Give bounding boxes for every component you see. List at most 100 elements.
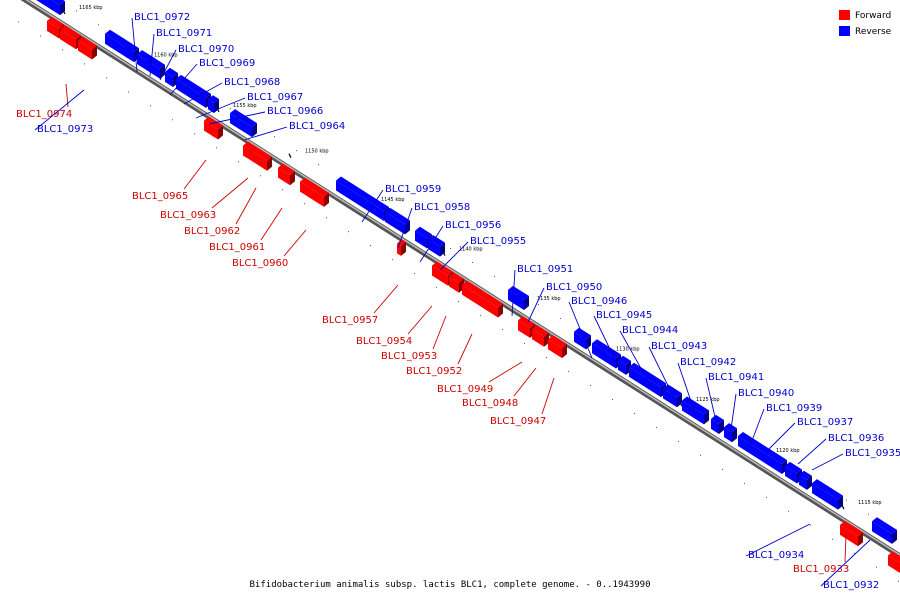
svg-text:BLC1_0969: BLC1_0969 <box>199 58 255 69</box>
legend: Forward Reverse <box>839 10 892 37</box>
svg-text:BLC1_0953: BLC1_0953 <box>381 351 437 362</box>
svg-text:BLC1_0957: BLC1_0957 <box>322 315 378 326</box>
grid-dot <box>810 524 811 526</box>
grid-dot <box>722 468 723 470</box>
svg-text:BLC1_0932: BLC1_0932 <box>823 580 879 591</box>
forward-gene <box>548 335 567 359</box>
scale-tick: 1150 kbp <box>288 149 329 158</box>
gene-label: BLC1_0960 <box>232 229 307 269</box>
tick-label: 1115 kbp <box>858 500 882 506</box>
reverse-gene <box>799 470 812 490</box>
reverse-swatch <box>839 26 850 36</box>
svg-text:BLC1_0950: BLC1_0950 <box>546 282 602 293</box>
scale-tick: 1115 kbp <box>841 500 882 510</box>
gene-label: BLC1_0965 <box>132 159 207 202</box>
svg-text:BLC1_0961: BLC1_0961 <box>209 242 265 253</box>
reverse-gene <box>146 55 165 79</box>
grid-dot <box>128 91 129 93</box>
figure-caption: Bifidobacterium animalis subsp. lactis B… <box>250 580 651 590</box>
svg-text:BLC1_0949: BLC1_0949 <box>437 384 493 395</box>
gene-label: BLC1_0949 <box>437 361 523 395</box>
grid-dot <box>480 315 481 317</box>
grid-dot <box>876 566 877 568</box>
forward-gene <box>300 177 329 207</box>
svg-text:BLC1_0958: BLC1_0958 <box>414 202 470 213</box>
forward-gene <box>249 145 272 171</box>
gene-label: BLC1_0966 <box>208 106 323 125</box>
grid-dot <box>788 510 789 512</box>
gene-label: BLC1_0951 <box>511 264 573 317</box>
grid-dot <box>172 119 173 121</box>
tick-label: 1165 kbp <box>79 5 103 11</box>
gene-label: BLC1_0956 <box>419 220 501 263</box>
grid-dot <box>216 147 217 149</box>
svg-text:BLC1_0948: BLC1_0948 <box>462 398 518 409</box>
grid-dot <box>106 77 107 79</box>
gene-label: BLC1_0947 <box>490 377 555 427</box>
tick-label: 1135 kbp <box>537 296 561 302</box>
svg-text:BLC1_0963: BLC1_0963 <box>160 210 216 221</box>
grid-dot <box>194 133 195 135</box>
tick-label: 1140 kbp <box>459 247 483 253</box>
scale-tick: 1140 kbp <box>442 247 483 256</box>
gene-label: BLC1_0970 <box>159 44 234 81</box>
gene-label: BLC1_0954 <box>356 305 433 347</box>
gene-label: BLC1_0950 <box>527 282 602 323</box>
grid-dot <box>854 552 855 554</box>
gene-label: BLC1_0971 <box>149 28 212 77</box>
tick-label: 1155 kbp <box>233 103 257 109</box>
svg-text:BLC1_0967: BLC1_0967 <box>247 92 303 103</box>
svg-text:BLC1_0935: BLC1_0935 <box>845 448 900 459</box>
tick-label: 1150 kbp <box>305 149 329 155</box>
grid-dot <box>832 538 833 540</box>
grid-dot <box>40 35 41 37</box>
gene-label: BLC1_0962 <box>184 187 257 237</box>
svg-text:BLC1_0952: BLC1_0952 <box>406 366 462 377</box>
gene-track <box>36 0 900 573</box>
gene-label: BLC1_0968 <box>183 77 280 105</box>
grid-dot <box>590 384 591 386</box>
tick-label: 1130 kbp <box>616 346 640 352</box>
tick-label: 1145 kbp <box>381 197 405 203</box>
gene-label: BLC1_0973 <box>34 89 93 135</box>
svg-text:BLC1_0947: BLC1_0947 <box>490 416 546 427</box>
svg-text:BLC1_0972: BLC1_0972 <box>134 12 190 23</box>
grid-dot <box>76 10 77 12</box>
forward-gene <box>840 520 863 547</box>
grid-dot <box>304 203 305 205</box>
gene-label: BLC1_0969 <box>169 58 255 96</box>
svg-text:BLC1_0956: BLC1_0956 <box>445 220 501 231</box>
gene-label: BLC1_0967 <box>195 92 303 119</box>
reverse-gene <box>428 235 445 257</box>
svg-text:BLC1_0933: BLC1_0933 <box>793 564 849 575</box>
gene-label: BLC1_0964 <box>243 121 345 141</box>
grid-dot <box>700 454 701 456</box>
grid-dot <box>560 317 561 319</box>
svg-text:BLC1_0945: BLC1_0945 <box>596 310 652 321</box>
svg-text:BLC1_0946: BLC1_0946 <box>571 296 627 307</box>
grid-dot <box>274 136 275 138</box>
svg-text:BLC1_0955: BLC1_0955 <box>470 236 526 247</box>
svg-text:BLC1_0942: BLC1_0942 <box>680 357 736 368</box>
grid-dot <box>472 261 473 263</box>
grid-dot <box>898 580 899 582</box>
gene-label: BLC1_0940 <box>729 388 794 437</box>
reverse-gene <box>230 109 257 138</box>
grid-dot <box>392 259 393 261</box>
grid-dot <box>524 343 525 345</box>
grid-dot <box>568 370 569 372</box>
gene-label: BLC1_0932 <box>820 539 879 591</box>
svg-text:BLC1_0970: BLC1_0970 <box>178 44 234 55</box>
gene-label: BLC1_0941 <box>705 372 764 431</box>
grid-dot <box>502 329 503 331</box>
grid-dot <box>744 482 745 484</box>
gene-label: BLC1_0936 <box>797 433 884 465</box>
svg-text:BLC1_0968: BLC1_0968 <box>224 77 280 88</box>
gene-label: BLC1_0943 <box>648 341 707 403</box>
svg-text:BLC1_0936: BLC1_0936 <box>828 433 884 444</box>
grid-dot <box>766 496 767 498</box>
svg-text:BLC1_0966: BLC1_0966 <box>267 106 323 117</box>
gene-label: BLC1_0942 <box>677 357 736 417</box>
reverse-gene <box>36 0 65 16</box>
